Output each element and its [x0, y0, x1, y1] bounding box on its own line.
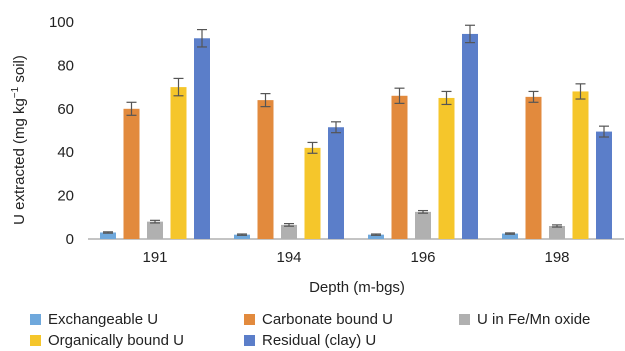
bar [502, 233, 518, 239]
bar [257, 100, 274, 240]
legend-item: U in Fe/Mn oxide [459, 309, 590, 329]
y-tick-label: 0 [66, 231, 74, 248]
y-axis-title: U extracted (mg kg−1 soil) [10, 55, 28, 225]
bar [281, 224, 297, 239]
legend-item: Exchangeable U [30, 309, 158, 329]
legend: Exchangeable U Carbonate bound U U in Fe/M… [0, 306, 625, 351]
x-tick-label: 191 [142, 249, 167, 266]
legend-swatch [30, 313, 41, 325]
bar [100, 232, 116, 239]
bar [572, 91, 589, 239]
legend-label: Organically bound U [48, 331, 184, 349]
legend-label: Residual (clay) U [262, 331, 377, 349]
bar [304, 147, 321, 239]
legend-swatch [459, 313, 470, 325]
legend-swatch [244, 334, 255, 346]
bar [123, 108, 140, 239]
x-axis-title: Depth (m-bgs) [309, 279, 405, 296]
bar [549, 225, 565, 239]
bar [525, 96, 542, 240]
legend-label: Exchangeable U [48, 310, 159, 328]
legend-swatch [30, 334, 41, 346]
y-tick-label: 40 [57, 144, 74, 161]
y-tick-label: 100 [49, 14, 74, 31]
bar-chart: U extracted (mg kg−1 soil) Depth (m-bgs)… [10, 14, 624, 296]
x-tick-label: 196 [410, 249, 435, 266]
bar [234, 234, 250, 239]
y-tick-label: 80 [57, 57, 74, 74]
bar [170, 87, 187, 239]
x-tick-label: 198 [544, 249, 569, 266]
x-tick-label: 194 [276, 249, 301, 266]
legend-swatch [244, 313, 255, 325]
bar [596, 131, 612, 239]
legend-label: U in Fe/Mn oxide [477, 310, 591, 328]
legend-label: Carbonate bound U [262, 310, 393, 328]
legend-item: Residual (clay) U [244, 330, 376, 350]
y-tick-label: 60 [57, 101, 74, 118]
bar [462, 33, 478, 240]
bar [194, 38, 210, 240]
bar [328, 127, 344, 239]
bar [438, 97, 455, 239]
y-tick-label: 20 [57, 188, 74, 205]
bar [147, 221, 163, 239]
bar [391, 95, 408, 239]
plot-area: 0 20 40 60 80 100 191 194 196 198 [49, 14, 624, 266]
legend-item: Organically bound U [30, 330, 184, 350]
bar [415, 211, 431, 239]
bar [368, 234, 384, 239]
legend-item: Carbonate bound U [244, 309, 393, 329]
